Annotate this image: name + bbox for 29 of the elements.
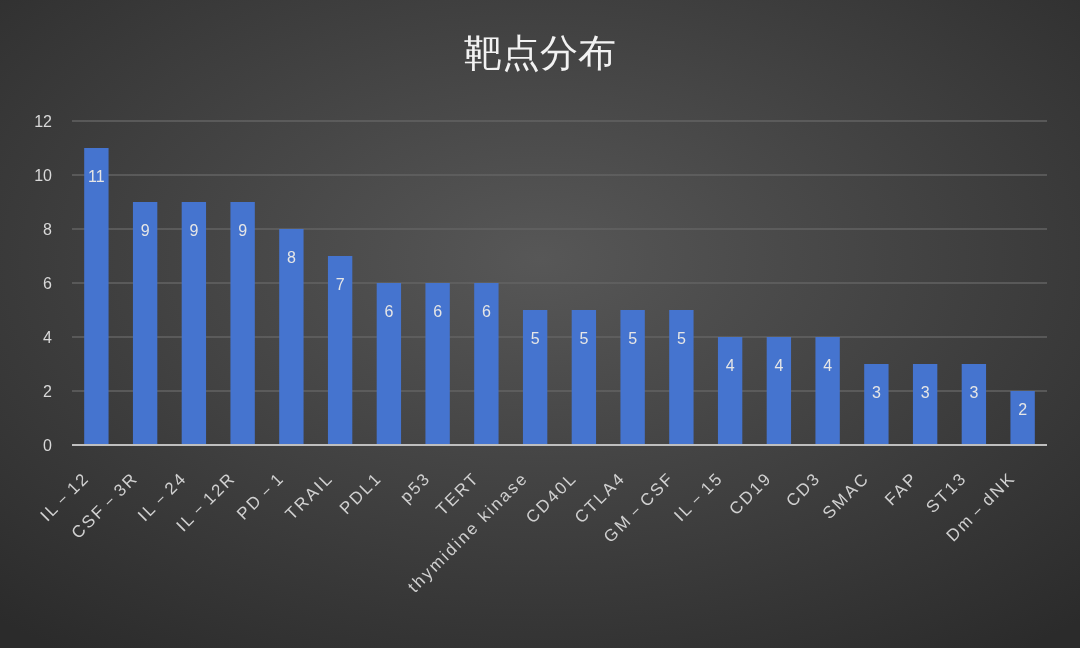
data-label: 2	[1018, 401, 1028, 419]
category-label: IL－15	[670, 468, 727, 526]
ytick-label: 2	[43, 382, 52, 400]
ytick-label: 12	[34, 112, 52, 130]
ytick-label: 10	[34, 166, 52, 184]
data-label: 4	[725, 356, 735, 374]
data-label: 8	[286, 248, 296, 266]
data-label: 6	[433, 302, 443, 320]
data-label: 3	[920, 383, 930, 401]
data-label: 6	[384, 302, 394, 320]
data-label: 9	[189, 221, 199, 239]
data-label: 6	[481, 302, 491, 320]
data-label: 5	[579, 329, 589, 347]
data-label: 9	[238, 221, 248, 239]
ytick-label: 6	[43, 274, 52, 292]
data-label: 7	[335, 275, 345, 293]
data-label: 4	[774, 356, 784, 374]
data-label: 5	[530, 329, 540, 347]
data-label: 3	[871, 383, 881, 401]
data-label: 3	[969, 383, 979, 401]
data-label: 5	[676, 329, 686, 347]
data-label: 4	[823, 356, 833, 374]
ytick-label: 8	[43, 220, 52, 238]
data-label: 9	[140, 221, 150, 239]
ytick-label: 0	[43, 436, 52, 454]
title: 靶点分布	[464, 32, 616, 74]
data-label: 11	[88, 167, 105, 185]
data-label: 5	[628, 329, 638, 347]
ytick-label: 4	[43, 328, 52, 346]
